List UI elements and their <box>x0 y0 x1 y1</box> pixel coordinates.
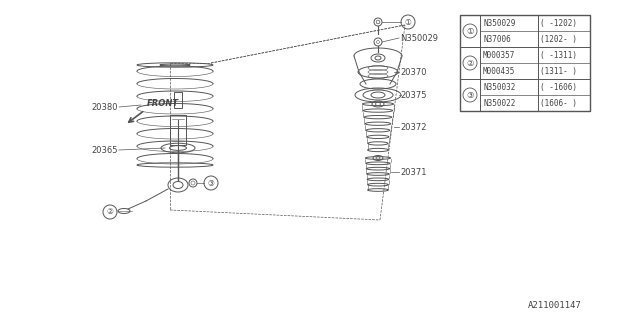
Text: ②: ② <box>467 59 474 68</box>
Text: M000357: M000357 <box>483 51 515 60</box>
Text: ②: ② <box>107 207 113 217</box>
Text: (1311- ): (1311- ) <box>540 67 577 76</box>
Text: A211001147: A211001147 <box>528 301 582 310</box>
Text: ( -1606): ( -1606) <box>540 83 577 92</box>
Text: FRONT: FRONT <box>147 99 179 108</box>
Circle shape <box>204 176 218 190</box>
Circle shape <box>103 205 117 219</box>
Text: ①: ① <box>467 27 474 36</box>
Text: N350029: N350029 <box>483 19 515 28</box>
Text: N350029: N350029 <box>400 34 438 43</box>
Text: M000435: M000435 <box>483 67 515 76</box>
Text: 20372: 20372 <box>400 123 426 132</box>
Text: 20370: 20370 <box>400 68 426 76</box>
Text: N37006: N37006 <box>483 35 511 44</box>
Text: 20375: 20375 <box>400 91 426 100</box>
Text: ①: ① <box>404 18 412 27</box>
Text: N350022: N350022 <box>483 99 515 108</box>
Text: (1202- ): (1202- ) <box>540 35 577 44</box>
Text: 20371: 20371 <box>400 167 426 177</box>
Text: N350032: N350032 <box>483 83 515 92</box>
Text: ( -1311): ( -1311) <box>540 51 577 60</box>
Text: ③: ③ <box>207 179 214 188</box>
Text: 20365: 20365 <box>92 146 118 155</box>
Text: ( -1202): ( -1202) <box>540 19 577 28</box>
Circle shape <box>401 15 415 29</box>
Text: 20380: 20380 <box>92 102 118 111</box>
Text: ③: ③ <box>467 91 474 100</box>
Text: (1606- ): (1606- ) <box>540 99 577 108</box>
